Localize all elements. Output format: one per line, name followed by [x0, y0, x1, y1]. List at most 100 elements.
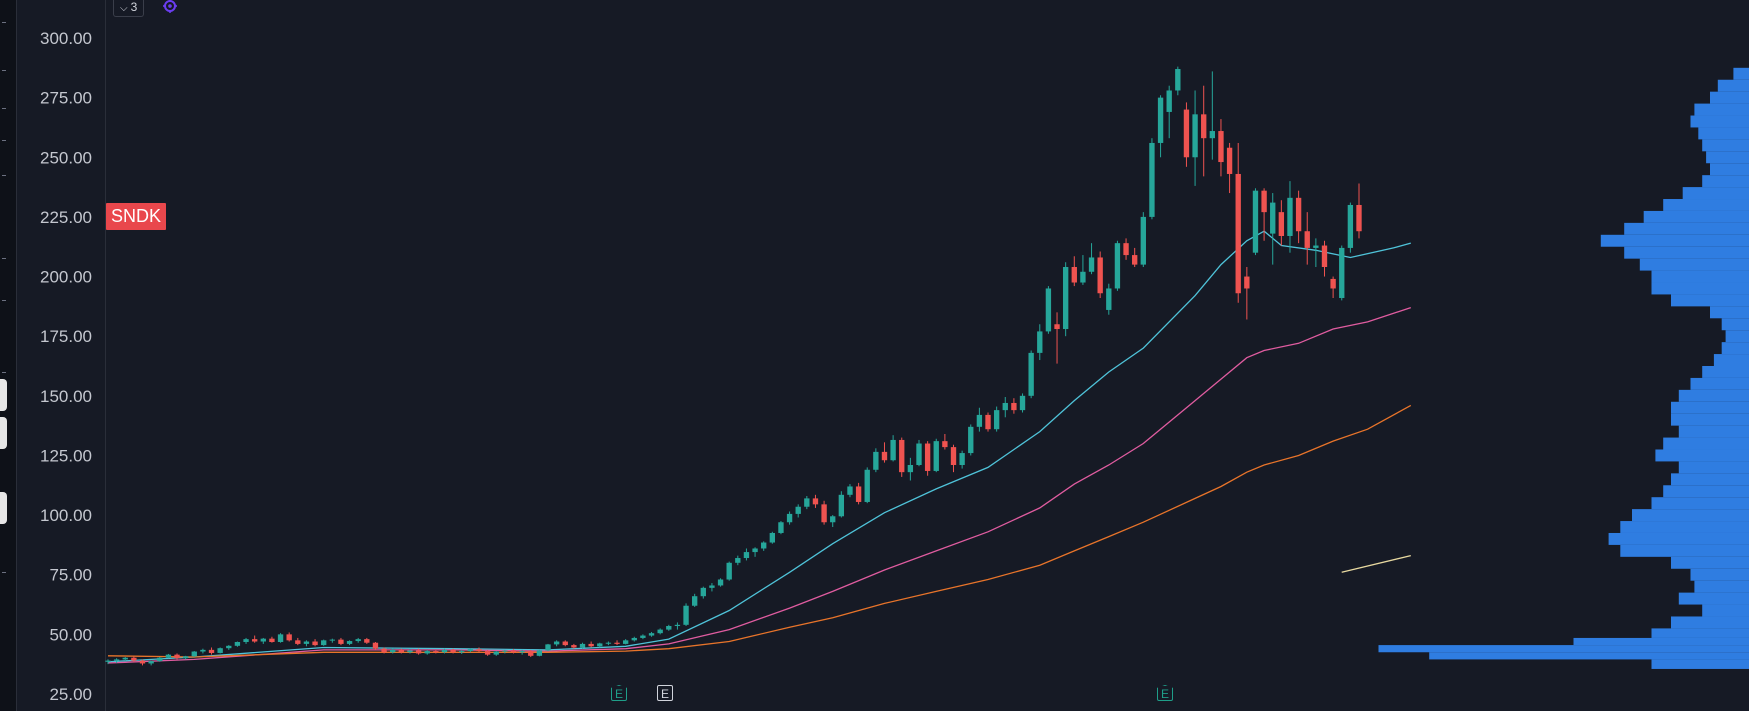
- candle-up[interactable]: [1080, 255, 1086, 285]
- candle-down[interactable]: [881, 442, 888, 463]
- candle-up[interactable]: [640, 634, 646, 640]
- candle-up[interactable]: [605, 641, 612, 646]
- candle-up[interactable]: [847, 484, 853, 498]
- candle-up[interactable]: [769, 531, 775, 544]
- candle-up[interactable]: [355, 637, 361, 643]
- candle-down[interactable]: [942, 433, 948, 450]
- candle-up[interactable]: [191, 651, 197, 658]
- candle-up[interactable]: [200, 648, 206, 654]
- symbol-price-badge[interactable]: SNDK: [106, 203, 166, 230]
- legend-toggle-button[interactable]: ⌵ 3: [113, 0, 145, 17]
- candle-up[interactable]: [519, 649, 525, 655]
- candle-up[interactable]: [1192, 90, 1198, 186]
- candle-up[interactable]: [234, 641, 241, 647]
- candle-up[interactable]: [157, 657, 163, 662]
- candle-up[interactable]: [1019, 393, 1026, 413]
- candle-down[interactable]: [1295, 190, 1302, 244]
- candle-up[interactable]: [735, 555, 741, 566]
- candle-up[interactable]: [1347, 202, 1354, 253]
- candle-up[interactable]: [700, 586, 706, 599]
- candle-up[interactable]: [148, 660, 154, 666]
- candle-up[interactable]: [804, 496, 810, 510]
- candle-up[interactable]: [1166, 85, 1172, 139]
- candle-down[interactable]: [1304, 212, 1310, 265]
- candle-up[interactable]: [105, 659, 111, 665]
- candle-up[interactable]: [243, 637, 249, 644]
- candle-up[interactable]: [795, 504, 801, 518]
- drawing-tool-handle[interactable]: [0, 492, 7, 524]
- candle-down[interactable]: [476, 647, 482, 653]
- candle-down[interactable]: [950, 444, 957, 473]
- candle-up[interactable]: [390, 648, 396, 654]
- candle-up[interactable]: [346, 640, 353, 646]
- candle-up[interactable]: [579, 642, 586, 649]
- candle-up[interactable]: [1252, 188, 1259, 256]
- candle-down[interactable]: [174, 653, 180, 660]
- candle-up[interactable]: [648, 631, 655, 637]
- candle-up[interactable]: [657, 628, 663, 635]
- candle-up[interactable]: [666, 624, 672, 631]
- candle-down[interactable]: [269, 636, 275, 643]
- candle-up[interactable]: [1114, 240, 1121, 291]
- candle-down[interactable]: [484, 649, 491, 656]
- candle-up[interactable]: [683, 603, 689, 627]
- candle-up[interactable]: [1037, 324, 1043, 361]
- candle-up[interactable]: [321, 639, 327, 646]
- candle-up[interactable]: [993, 406, 1000, 432]
- candle-up[interactable]: [1175, 66, 1181, 96]
- candle-up[interactable]: [182, 655, 189, 660]
- candle-down[interactable]: [1123, 238, 1129, 260]
- candle-down[interactable]: [381, 647, 387, 654]
- candle-down[interactable]: [1330, 276, 1336, 299]
- candle-up[interactable]: [493, 651, 499, 656]
- candle-up[interactable]: [1339, 245, 1345, 301]
- candle-up[interactable]: [545, 643, 551, 652]
- candle-up[interactable]: [864, 467, 870, 504]
- candle-down[interactable]: [1321, 240, 1328, 277]
- earnings-event-marker[interactable]: E: [1157, 685, 1173, 701]
- candle-down[interactable]: [588, 641, 594, 648]
- candle-up[interactable]: [916, 439, 922, 467]
- candle-down[interactable]: [450, 648, 456, 654]
- candle-up[interactable]: [597, 642, 603, 648]
- candle-down[interactable]: [139, 659, 146, 666]
- candle-down[interactable]: [924, 441, 931, 476]
- candle-up[interactable]: [1209, 71, 1216, 160]
- earnings-event-marker[interactable]: E: [611, 685, 627, 701]
- candle-up[interactable]: [1088, 243, 1095, 275]
- candle-up[interactable]: [1062, 262, 1069, 337]
- candle-up[interactable]: [122, 657, 128, 662]
- candle-down[interactable]: [571, 643, 577, 649]
- candle-down[interactable]: [433, 649, 439, 654]
- settings-circle-icon[interactable]: [163, 0, 177, 13]
- candle-up[interactable]: [113, 658, 120, 663]
- candle-down[interactable]: [1278, 200, 1285, 246]
- candle-up[interactable]: [717, 578, 724, 587]
- candle-down[interactable]: [372, 641, 379, 650]
- candle-up[interactable]: [976, 407, 983, 432]
- candle-down[interactable]: [1054, 312, 1060, 364]
- candle-down[interactable]: [1356, 183, 1362, 239]
- candle-up[interactable]: [674, 622, 681, 630]
- drawing-tool-handle[interactable]: [0, 379, 7, 411]
- candle-down[interactable]: [562, 640, 568, 647]
- candle-up[interactable]: [1149, 138, 1155, 220]
- candle-up[interactable]: [1313, 238, 1319, 268]
- candle-down[interactable]: [364, 637, 370, 644]
- candle-up[interactable]: [622, 639, 629, 645]
- candle-up[interactable]: [1028, 350, 1034, 399]
- candle-up[interactable]: [1002, 397, 1008, 418]
- candle-down[interactable]: [415, 648, 422, 655]
- candle-up[interactable]: [692, 593, 698, 607]
- candle-up[interactable]: [329, 638, 335, 643]
- candle-up[interactable]: [726, 561, 732, 581]
- candle-down[interactable]: [855, 482, 862, 505]
- candle-down[interactable]: [295, 637, 301, 646]
- candle-up[interactable]: [838, 491, 845, 518]
- candle-up[interactable]: [907, 457, 914, 481]
- candle-up[interactable]: [830, 515, 836, 528]
- candle-down[interactable]: [208, 647, 215, 655]
- candle-down[interactable]: [1218, 119, 1224, 177]
- candle-down[interactable]: [312, 639, 318, 647]
- candle-down[interactable]: [1244, 267, 1250, 320]
